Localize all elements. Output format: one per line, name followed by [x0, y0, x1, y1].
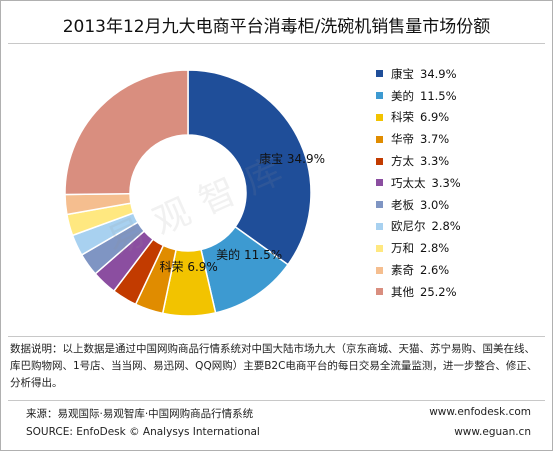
legend-item: 科荣 6.9% — [376, 107, 546, 129]
legend-label: 华帝 — [391, 132, 414, 147]
legend-item: 美的 11.5% — [376, 85, 546, 107]
legend-swatch — [376, 201, 383, 209]
legend-value: 11.5% — [420, 88, 457, 103]
legend-label: 素奇 — [391, 263, 414, 278]
legend-swatch — [376, 135, 383, 143]
divider — [8, 43, 545, 44]
legend-swatch — [376, 70, 383, 78]
chart-legend: 康宝 34.9% 美的 11.5% 科荣 6.9% 华帝 3.7% 方太 3.3% 巧太太 3.3% 老… — [376, 63, 546, 303]
legend-value: 34.9% — [420, 66, 457, 81]
legend-label: 欧尼尔 — [391, 219, 426, 234]
legend-swatch — [376, 244, 383, 252]
url-enfodesk[interactable]: www.enfodesk.com — [429, 406, 531, 418]
legend-swatch — [376, 113, 383, 121]
legend-value: 3.0% — [420, 197, 450, 212]
legend-item: 方太 3.3% — [376, 150, 546, 172]
data-label-美的: 美的 11.5% — [216, 247, 282, 262]
slice-其他 — [64, 69, 189, 196]
legend-value: 6.9% — [420, 110, 450, 125]
legend-label: 科荣 — [391, 110, 414, 125]
legend-item: 巧太太 3.3% — [376, 172, 546, 194]
legend-value: 3.7% — [420, 132, 450, 147]
source-cn: 来源：易观国际·易观智库·中国网购商品行情系统 — [26, 408, 254, 420]
donut-chart: 康宝 34.9% 美的 11.5%科荣 6.9% — [64, 69, 325, 317]
legend-swatch — [376, 179, 383, 187]
legend-label: 万和 — [391, 241, 414, 256]
legend-label: 其他 — [391, 284, 414, 299]
legend-value: 2.8% — [431, 219, 461, 234]
legend-swatch — [376, 157, 383, 165]
legend-swatch — [376, 92, 383, 100]
legend-swatch — [376, 266, 383, 274]
divider — [8, 336, 545, 337]
legend-label: 老板 — [391, 197, 414, 212]
legend-item: 素奇 2.6% — [376, 259, 546, 281]
legend-value: 3.3% — [431, 175, 461, 190]
legend-item: 万和 2.8% — [376, 237, 546, 259]
legend-value: 25.2% — [420, 284, 457, 299]
data-label-科荣: 科荣 6.9% — [160, 260, 218, 274]
legend-item: 康宝 34.9% — [376, 63, 546, 85]
chart-title: 2013年12月九大电商平台消毒柜/洗碗机销售量市场份额 — [62, 17, 491, 37]
legend-value: 3.3% — [420, 154, 450, 169]
legend-label: 方太 — [391, 154, 414, 169]
legend-item: 华帝 3.7% — [376, 128, 546, 150]
legend-label: 康宝 — [391, 66, 414, 81]
legend-swatch — [376, 288, 383, 296]
source-en: SOURCE: EnfoDesk © Analysys Internationa… — [26, 426, 260, 438]
legend-item: 欧尼尔 2.8% — [376, 216, 546, 238]
legend-label: 巧太太 — [391, 175, 426, 190]
divider — [8, 400, 545, 401]
data-label-康宝: 康宝 34.9% — [259, 151, 325, 166]
legend-item: 其他 25.2% — [376, 281, 546, 303]
url-eguan[interactable]: www.eguan.cn — [454, 426, 531, 438]
data-note: 数据说明：以上数据是通过中国网购商品行情系统对中国大陆市场九大（京东商城、天猫、… — [10, 343, 538, 389]
legend-item: 老板 3.0% — [376, 194, 546, 216]
legend-value: 2.6% — [420, 263, 450, 278]
slice-康宝 — [187, 69, 312, 266]
legend-swatch — [376, 222, 383, 230]
legend-value: 2.8% — [420, 241, 450, 256]
legend-label: 美的 — [391, 88, 414, 103]
